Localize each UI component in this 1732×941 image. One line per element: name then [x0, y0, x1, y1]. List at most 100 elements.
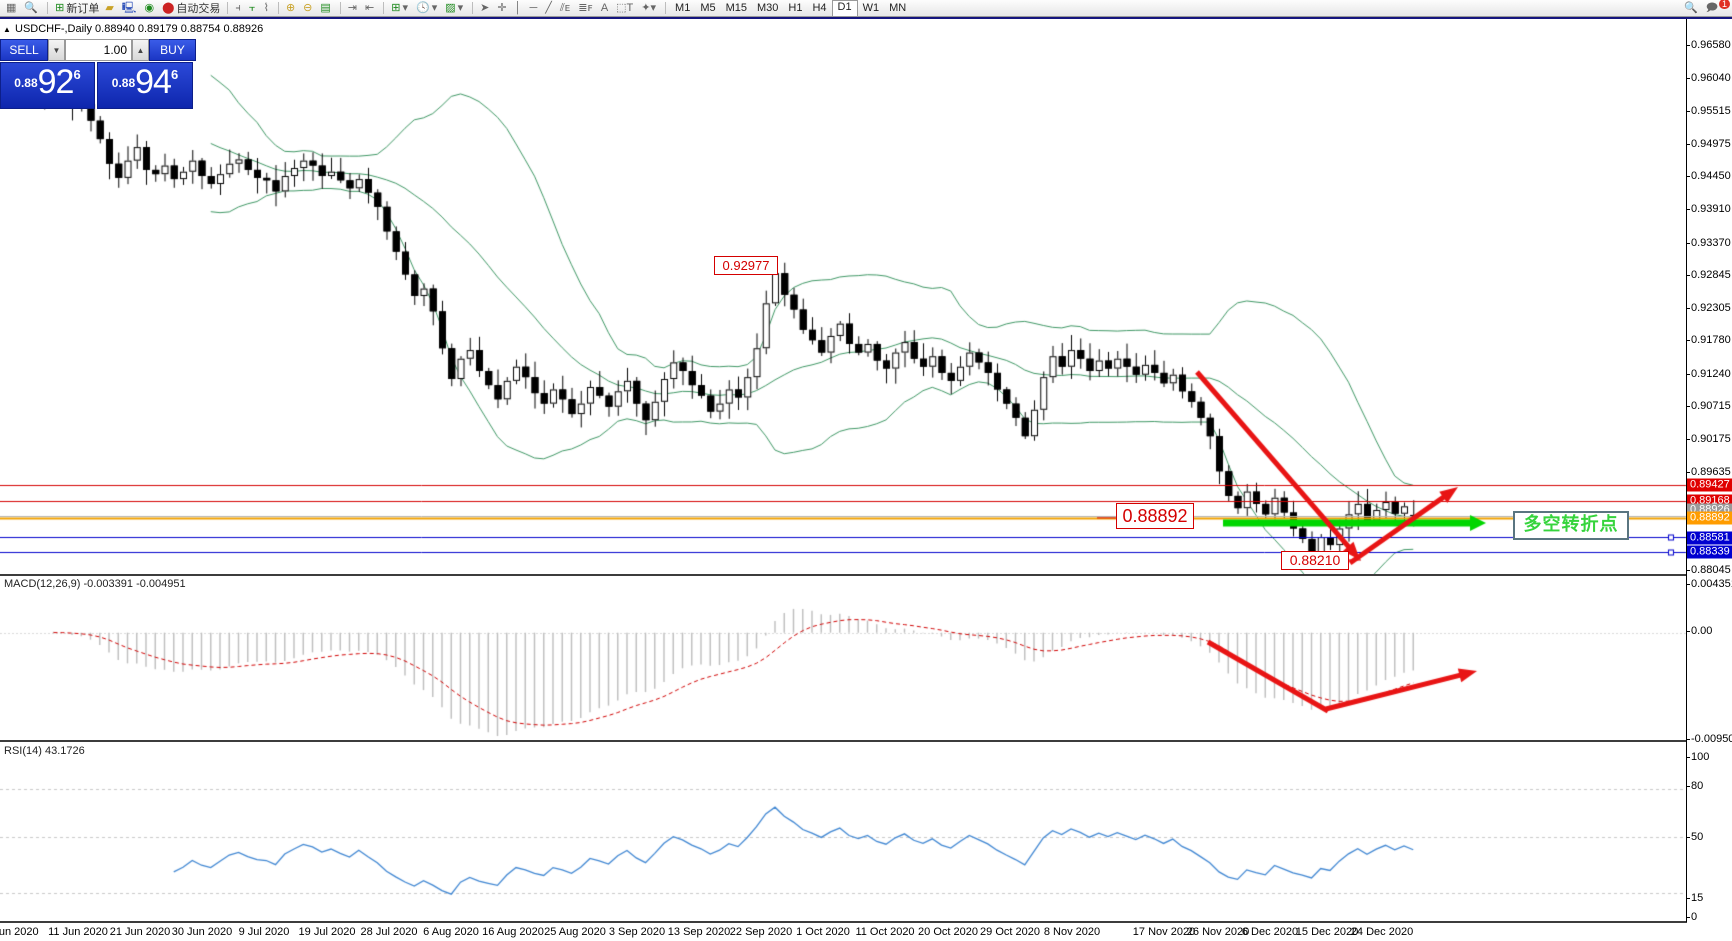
- cursor-icon[interactable]: ➤: [480, 2, 490, 14]
- buy-price-display[interactable]: 0.88 94 6: [97, 62, 193, 109]
- macd-pane-separator[interactable]: [0, 574, 1687, 577]
- date-axis-label: 3 Sep 2020: [608, 926, 666, 938]
- terminal-icon[interactable]: 🖳: [121, 2, 137, 14]
- crosshair-icon[interactable]: ✛: [497, 2, 507, 14]
- trendline-icon[interactable]: ╱: [545, 2, 552, 14]
- notification-badge: 1: [1718, 0, 1730, 9]
- symbol-search-icon[interactable]: 🔍: [24, 2, 39, 14]
- buy-price-big: 94: [135, 63, 172, 101]
- period-icon[interactable]: 🕓 ▾: [415, 2, 438, 14]
- price-axis-badge: 0.88892: [1687, 511, 1732, 525]
- notifications-icon[interactable]: 🗩 1: [1703, 0, 1730, 16]
- window-divider: [0, 17, 1732, 19]
- timeframe-button-h1[interactable]: H1: [788, 1, 803, 14]
- timeframe-button-m30[interactable]: M30: [757, 1, 779, 14]
- line-chart-icon[interactable]: ⌇: [263, 2, 269, 14]
- search-icon[interactable]: 🔍: [1684, 2, 1698, 14]
- buy-price-prefix: 0.88: [111, 76, 136, 90]
- rsi-indicator-label: RSI(14) 43.1726: [4, 745, 85, 757]
- timeframe-button-w1[interactable]: W1: [862, 1, 880, 14]
- price-chart-canvas[interactable]: [0, 17, 1732, 941]
- new-chart-icon[interactable]: ▦: [6, 2, 17, 14]
- date-axis-label: 28 Jul 2020: [360, 926, 418, 938]
- templates-icon[interactable]: ▨ ▾: [445, 2, 464, 14]
- volume-up-button[interactable]: ▲: [132, 39, 149, 61]
- sell-button[interactable]: SELL: [0, 39, 48, 61]
- text-label-icon[interactable]: ⬚T: [616, 2, 634, 14]
- date-axis-label: 11 Jun 2020: [48, 926, 108, 938]
- date-axis-label: 6 Dec 2020: [1241, 926, 1299, 938]
- toolbar-separator: [383, 2, 385, 14]
- price-axis-tick: 0.94975: [1686, 138, 1731, 150]
- price-axis-tick: 0.92305: [1686, 302, 1731, 314]
- date-axis-label: 19 Jul 2020: [298, 926, 356, 938]
- price-axis-tick: 0.91780: [1686, 334, 1731, 346]
- date-axis-label: 15 Dec 2020: [1295, 926, 1359, 938]
- macd-axis-tick: -0.009504: [1686, 733, 1732, 745]
- horizontal-line-icon[interactable]: ─: [529, 2, 538, 14]
- price-axis-badge: 0.88581: [1687, 531, 1732, 545]
- new-order-label: 新订单: [66, 3, 100, 15]
- volume-input[interactable]: [65, 39, 132, 61]
- autotrade-button[interactable]: ⬤ 自动交易: [159, 1, 223, 16]
- price-axis-tick: 0.93370: [1686, 237, 1731, 249]
- tile-windows-icon[interactable]: ▤: [320, 2, 331, 14]
- vertical-line-icon[interactable]: │: [514, 2, 522, 14]
- peak-price-callout[interactable]: 0.92977: [714, 256, 778, 275]
- add-indicator-icon[interactable]: ⊞ ▾: [391, 2, 408, 14]
- fibonacci-icon[interactable]: ≣ꜰ: [578, 2, 593, 14]
- date-axis-label: 30 Jun 2020: [171, 926, 233, 938]
- auto-scroll-icon[interactable]: ⇥: [347, 2, 358, 14]
- date-axis-label: 6 Aug 2020: [423, 926, 479, 938]
- bar-chart-icon[interactable]: ⫞: [235, 2, 241, 14]
- date-axis-label: 22 Sep 2020: [729, 926, 793, 938]
- zoom-out-icon[interactable]: ⊖: [303, 2, 313, 14]
- main-toolbar: ▦ 🔍 ⊞ 新订单 ▰ 🖳 ◉ ⬤ 自动交易 ⫞ ⫟ ⌇ ⊕ ⊖ ▤ ⇥ ⇤ ⊞…: [0, 0, 1732, 17]
- channel-icon[interactable]: ⫽ᴇ: [559, 2, 571, 14]
- timeframe-button-m5[interactable]: M5: [700, 1, 716, 14]
- toolbar-separator: [47, 2, 49, 14]
- new-order-button[interactable]: ⊞ 新订单: [52, 1, 102, 16]
- rsi-axis-tick: 15: [1685, 892, 1704, 904]
- chart-shift-icon[interactable]: ⇤: [365, 2, 375, 14]
- turning-point-annotation[interactable]: 多空转折点: [1513, 511, 1629, 540]
- rsi-axis-tick: 100: [1685, 751, 1710, 763]
- signals-icon[interactable]: ◉: [144, 2, 155, 14]
- timeframe-button-d1[interactable]: D1: [831, 0, 858, 17]
- chart-title-ohlc: USDCHF-,Daily 0.88940 0.89179 0.88754 0.…: [15, 23, 264, 35]
- buy-button[interactable]: BUY: [149, 39, 196, 61]
- toolbar-separator: [277, 2, 279, 14]
- timeframe-button-mn[interactable]: MN: [889, 1, 907, 14]
- date-axis-label: Jun 2020: [0, 926, 39, 938]
- zoom-in-icon[interactable]: ⊕: [285, 2, 296, 14]
- timeframe-button-m1[interactable]: M1: [675, 1, 691, 14]
- timeframe-button-h4[interactable]: H4: [812, 1, 827, 14]
- sell-price-pip: 6: [73, 67, 81, 82]
- toolbar-separator: [665, 2, 667, 14]
- rsi-pane-separator[interactable]: [0, 740, 1687, 743]
- price-axis-tick: 0.91240: [1686, 368, 1731, 380]
- toolbar-separator: [227, 2, 229, 14]
- rsi-axis-tick: 0: [1685, 911, 1698, 923]
- symbol-marker-icon: ▲: [3, 25, 11, 34]
- price-axis-badge: 0.88339: [1687, 545, 1732, 559]
- price-axis-tick: 0.89635: [1686, 466, 1731, 478]
- deposit-icon[interactable]: ▰: [105, 2, 114, 14]
- buy-price-pip: 6: [170, 67, 179, 82]
- volume-down-button[interactable]: ▼: [48, 39, 65, 61]
- price-axis-tick: 0.96580: [1686, 39, 1731, 51]
- date-axis-label: 9 Jul 2020: [238, 926, 290, 938]
- low-price-callout[interactable]: 0.88210: [1281, 551, 1349, 570]
- sell-price-display[interactable]: 0.88 92 6: [0, 62, 95, 109]
- date-axis-label: 13 Sep 2020: [667, 926, 731, 938]
- price-axis-tick: 0.94450: [1686, 170, 1731, 182]
- support-price-callout[interactable]: 0.88892: [1116, 503, 1194, 529]
- date-axis-label: 8 Nov 2020: [1043, 926, 1101, 938]
- shapes-icon[interactable]: ✦▾: [641, 2, 657, 14]
- text-icon[interactable]: A: [600, 2, 609, 14]
- price-axis-tick: 0.92845: [1686, 269, 1731, 281]
- timeframe-button-m15[interactable]: M15: [725, 1, 747, 14]
- candlestick-chart-icon[interactable]: ⫟: [248, 2, 256, 14]
- price-axis-tick: 0.90175: [1686, 433, 1731, 445]
